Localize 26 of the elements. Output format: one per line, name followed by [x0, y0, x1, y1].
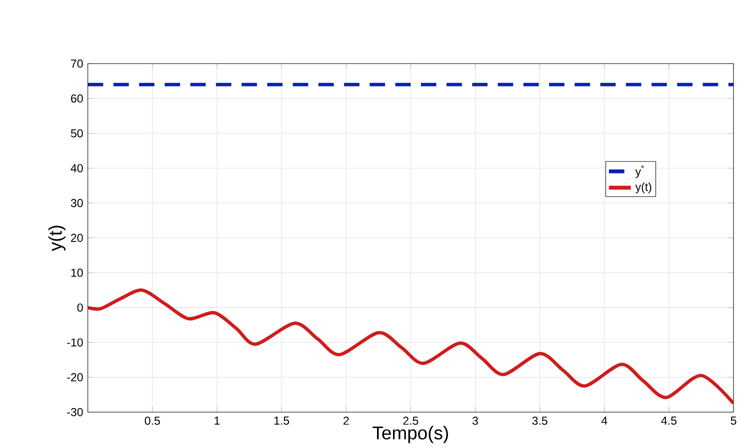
- y-tick-label: -30: [67, 408, 83, 416]
- x-tick-label: 3: [472, 416, 478, 425]
- x-tick-label: 4.5: [661, 416, 676, 424]
- legend-label: y$^{*}$: [635, 165, 644, 178]
- y-tick-label: 10: [71, 268, 83, 277]
- y-tick-label: 30: [70, 198, 83, 207]
- x-tick-label: 0.5: [144, 416, 160, 425]
- y-tick-label: 20: [71, 234, 83, 242]
- x-axis-title: Tempo(s): [372, 426, 448, 443]
- x-tick-label: 2.5: [403, 416, 418, 425]
- y-tick-label: 70: [71, 59, 83, 68]
- y-tick-label: 60: [71, 94, 83, 102]
- x-tick-label: 3.5: [532, 416, 548, 425]
- x-tick-label: 2: [343, 416, 349, 424]
- x-tick-label: 1.5: [274, 416, 290, 424]
- line-series: [88, 288, 734, 405]
- y-tick-label: -10: [67, 338, 83, 346]
- y-axis-title: y(t): [48, 226, 66, 251]
- y-tick-label: 40: [70, 164, 83, 172]
- x-tick-label: 5: [730, 416, 736, 424]
- y-tick-label: -20: [67, 372, 83, 382]
- y-tick-label: 50: [70, 129, 83, 138]
- y-tick-label: 0: [77, 303, 83, 312]
- x-tick-label: 1: [214, 416, 220, 424]
- legend-label: y(t): [635, 182, 652, 194]
- x-tick-label: 4: [601, 416, 608, 424]
